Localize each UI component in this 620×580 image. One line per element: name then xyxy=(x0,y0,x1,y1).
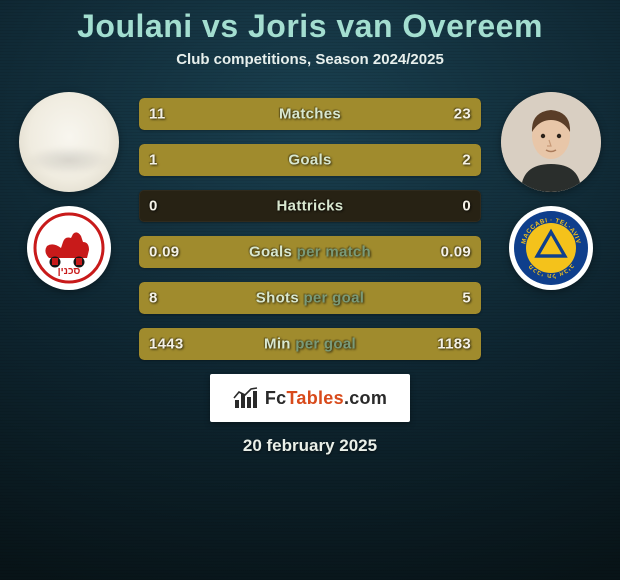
stat-value-right: 23 xyxy=(454,106,471,123)
page-title: Joulani vs Joris van Overeem xyxy=(0,8,620,45)
comparison-bars: 11 23 Matches 1 2 Goals 0 0 Hattricks 0.09 0.09 Goa… xyxy=(139,92,481,360)
player-right-avatar xyxy=(501,92,601,192)
stat-value-left: 1443 xyxy=(149,336,184,353)
stat-label: Goals xyxy=(288,152,331,169)
stat-value-right: 2 xyxy=(462,152,471,169)
stat-row: 11 23 Matches xyxy=(139,98,481,130)
svg-text:סכנין: סכנין xyxy=(58,266,81,277)
stat-value-left: 1 xyxy=(149,152,158,169)
player-right-crest-maccabi: MACCABI · TEL·AVIV מכבי תל אביב xyxy=(509,206,593,290)
stat-value-right: 5 xyxy=(462,290,471,307)
stat-value-left: 0.09 xyxy=(149,244,179,261)
player-left-avatar xyxy=(19,92,119,192)
stat-row: 0.09 0.09 Goals per match xyxy=(139,236,481,268)
stat-value-right: 1183 xyxy=(437,336,471,353)
stat-fill-right xyxy=(252,144,481,176)
stat-row: 0 0 Hattricks xyxy=(139,190,481,222)
date-label: 20 february 2025 xyxy=(0,436,620,456)
stat-row: 1 2 Goals xyxy=(139,144,481,176)
watermark: FcTables.com xyxy=(210,374,410,422)
stat-label: Goals per match xyxy=(249,244,371,261)
stat-row: 8 5 Shots per goal xyxy=(139,282,481,314)
stat-label: Min per goal xyxy=(264,336,356,353)
stat-value-left: 8 xyxy=(149,290,158,307)
comparison-content: סכנין xyxy=(0,92,620,456)
subtitle: Club competitions, Season 2024/2025 xyxy=(0,51,620,68)
stat-row: 1443 1183 Min per goal xyxy=(139,328,481,360)
stat-value-left: 11 xyxy=(149,106,165,123)
stat-value-right: 0.09 xyxy=(441,244,471,261)
watermark-text: FcTables.com xyxy=(265,388,387,409)
stat-label: Shots per goal xyxy=(256,290,364,307)
stat-value-right: 0 xyxy=(462,198,471,215)
stat-value-left: 0 xyxy=(149,198,158,215)
player-left-crest-sakhnin: סכנין xyxy=(27,206,111,290)
stat-label: Matches xyxy=(279,106,341,123)
stat-label: Hattricks xyxy=(277,198,344,215)
watermark-chart-icon xyxy=(233,386,259,410)
